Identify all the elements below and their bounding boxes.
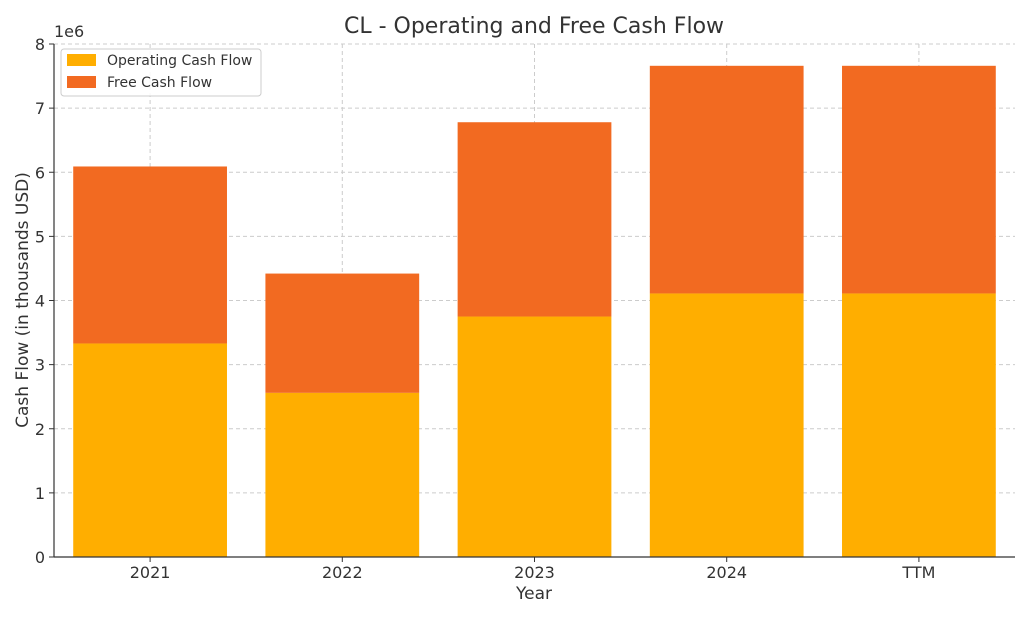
y-tick-label-4: 4 [35, 292, 45, 311]
y-tick-label-5: 5 [35, 227, 45, 246]
legend-box [60, 48, 262, 97]
y-tick-label-8: 8 [35, 35, 45, 54]
bar-operating-cash-flow-2024 [649, 293, 804, 557]
legend-label-operating: Operating Cash Flow [107, 53, 252, 69]
bar-free-cash-flow-2023 [457, 122, 612, 317]
x-ticks: 2021 2022 2023 2024 TTM [130, 557, 935, 582]
x-tick-label-1: 2022 [322, 563, 363, 582]
y-axis-label: Cash Flow (in thousands USD) [13, 172, 33, 428]
y-tick-label-3: 3 [35, 356, 45, 375]
legend-swatch-operating [67, 54, 96, 66]
y-tick-label-1: 1 [35, 484, 45, 503]
y-tick-label-0: 0 [35, 548, 45, 567]
bars [73, 65, 996, 557]
legend: Operating Cash Flow Free Cash Flow [60, 48, 262, 97]
legend-label-free: Free Cash Flow [107, 75, 212, 91]
x-axis-label: Year [515, 584, 552, 604]
bar-free-cash-flow-2021 [73, 166, 227, 344]
bar-free-cash-flow-2022 [265, 273, 420, 393]
bar-operating-cash-flow-2022 [265, 392, 420, 557]
x-tick-label-4: TTM [901, 563, 935, 582]
bar-free-cash-flow-ttm [842, 65, 996, 294]
bar-operating-cash-flow-ttm [842, 293, 996, 557]
x-tick-label-3: 2024 [706, 563, 747, 582]
y-tick-label-6: 6 [35, 163, 45, 182]
bar-free-cash-flow-2024 [649, 65, 804, 294]
chart-title: CL - Operating and Free Cash Flow [344, 14, 724, 39]
y-offset-text: 1e6 [54, 22, 84, 41]
bar-operating-cash-flow-2023 [457, 316, 612, 557]
x-tick-label-2: 2023 [514, 563, 555, 582]
y-ticks: 0 1 2 3 4 5 6 7 8 [35, 35, 54, 567]
legend-swatch-free [67, 76, 96, 88]
y-tick-label-7: 7 [35, 99, 45, 118]
y-tick-label-2: 2 [35, 420, 45, 439]
bar-operating-cash-flow-2021 [73, 343, 227, 557]
x-tick-label-0: 2021 [130, 563, 171, 582]
